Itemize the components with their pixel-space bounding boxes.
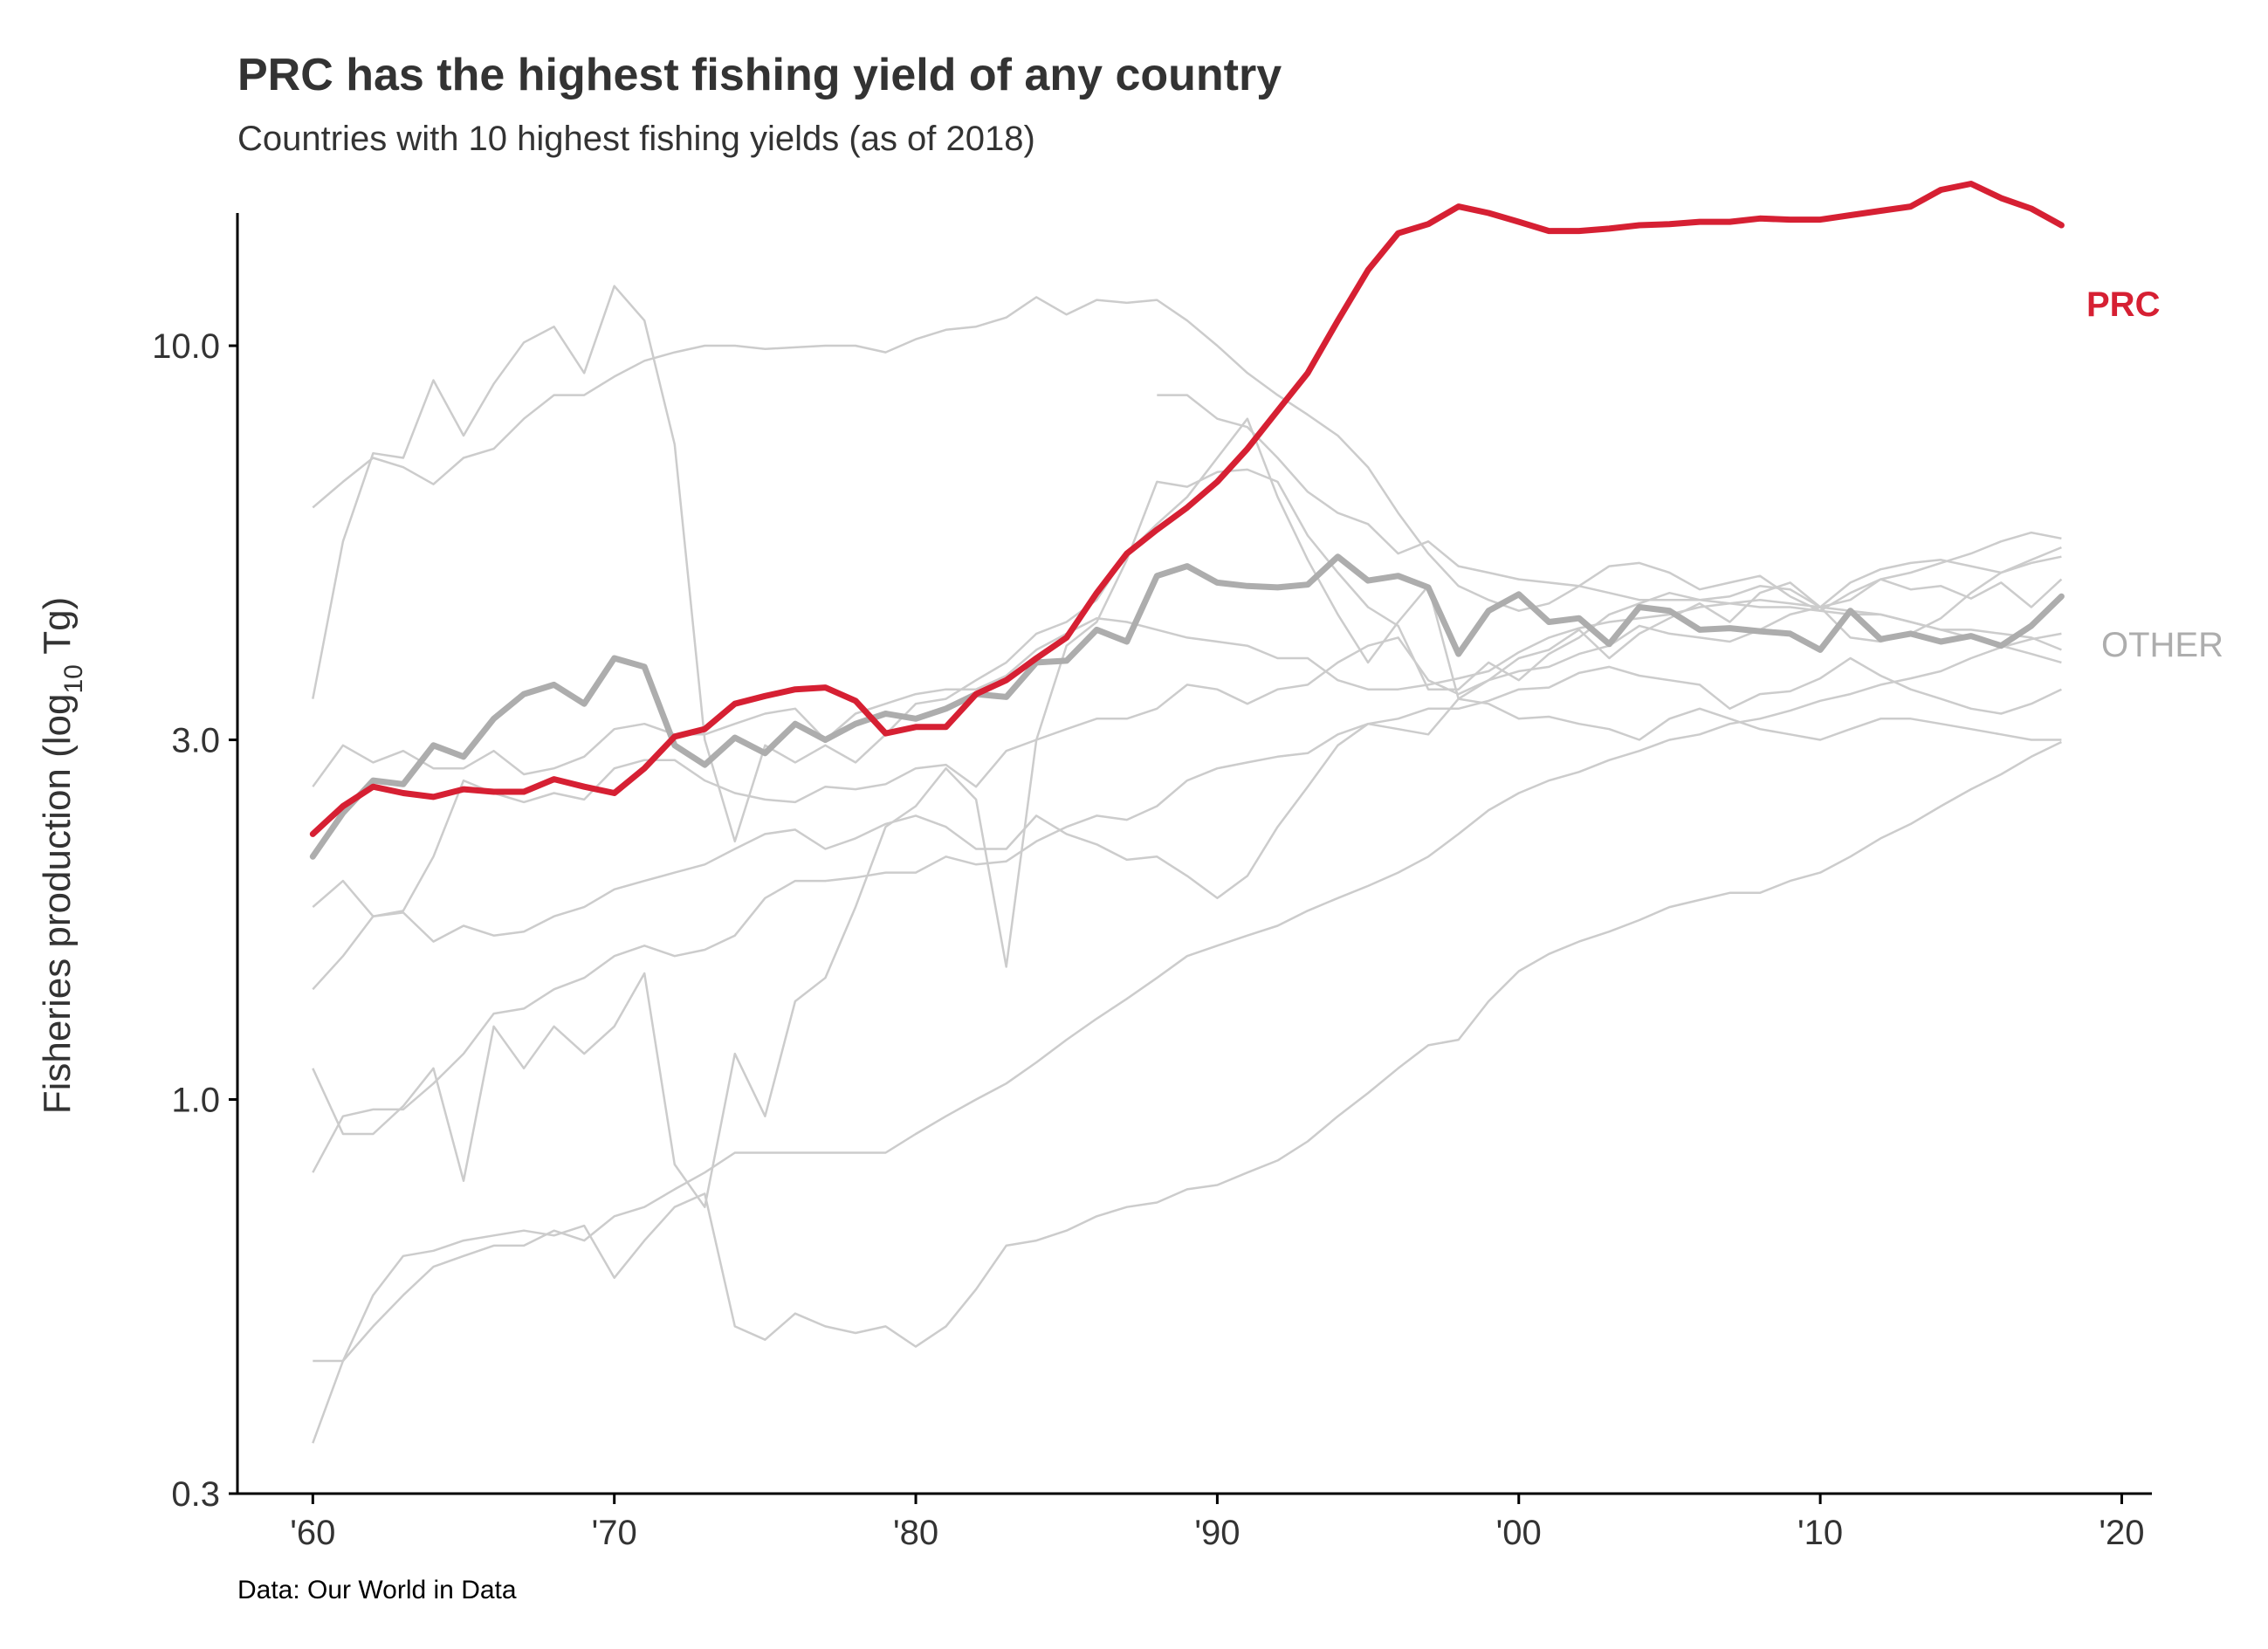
chart-subtitle: Countries with 10 highest fishing yields…	[237, 120, 1035, 158]
prc-end-label: PRC	[2086, 285, 2160, 324]
other-average-line	[309, 553, 2065, 860]
y-axis-title-unit: Tg)	[36, 597, 79, 664]
x-tick-label: '10	[1797, 1514, 1843, 1552]
x-tick-label: '80	[893, 1514, 938, 1552]
x-tick-label: '00	[1496, 1514, 1542, 1552]
country-line-10	[1157, 394, 2062, 664]
country-line-4	[313, 632, 2062, 1363]
country-line-5	[312, 740, 2062, 1444]
y-tick-label: 1.0	[171, 1082, 220, 1120]
y-axis-ticks: 0.3 1.0 3.0 10.0	[152, 327, 237, 1514]
country-line-6	[312, 468, 2063, 1208]
average-line-group	[309, 553, 2065, 860]
x-axis-ticks: '60 '70 '80 '90 '00 '10 '20	[290, 1494, 2145, 1552]
y-tick-label: 3.0	[171, 722, 220, 760]
x-tick-label: '70	[592, 1514, 637, 1552]
x-tick-label: '20	[2099, 1514, 2144, 1552]
plot-area	[309, 181, 2065, 1444]
x-tick-label: '60	[290, 1514, 335, 1552]
prc-line-group	[309, 181, 2065, 837]
y-axis-title-main: Fisheries production (log	[36, 694, 79, 1115]
country-line-7	[312, 656, 2062, 1173]
y-axis-title-subscript: 10	[59, 664, 88, 693]
data-source-caption: Data: Our World in Data	[237, 1576, 517, 1604]
country-lines	[312, 285, 2063, 1444]
country-line-8	[312, 697, 2062, 991]
prc-line	[309, 181, 2065, 837]
x-tick-label: '90	[1194, 1514, 1240, 1552]
y-axis-title: Fisheries production (log10 Tg)	[36, 597, 88, 1115]
y-tick-label: 0.3	[171, 1475, 220, 1514]
other-end-label: OTHER	[2101, 626, 2223, 664]
country-line-9	[312, 598, 2062, 787]
country-line-3	[312, 546, 2062, 917]
chart-title: PRC has the highest fishing yield of any…	[237, 50, 1282, 100]
country-line-2	[312, 285, 2062, 843]
country-line-1	[312, 296, 2062, 612]
y-tick-label: 10.0	[152, 327, 220, 366]
